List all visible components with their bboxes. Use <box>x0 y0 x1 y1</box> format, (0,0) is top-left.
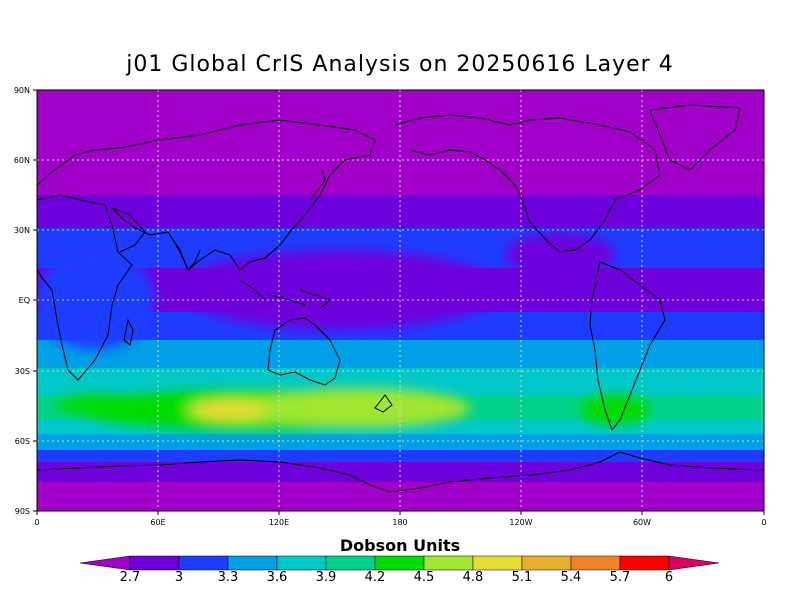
lon-label: 0 <box>34 518 39 527</box>
lat-label: 60S <box>15 437 30 446</box>
colorbar-label: 4.8 <box>462 570 484 585</box>
colorbar-max-arrow <box>668 555 720 571</box>
colorbar-label: 5.4 <box>560 570 582 585</box>
colorbar-label: 4.5 <box>413 570 435 585</box>
colorbar-min-arrow <box>79 555 131 571</box>
colorbar-swatch <box>129 555 180 571</box>
colorbar-label: 5.1 <box>511 570 533 585</box>
colorbar-label: 4.2 <box>364 570 386 585</box>
map-title: j01 Global CrIS Analysis on 20250616 Lay… <box>126 52 674 77</box>
lon-label: 0 <box>761 518 766 527</box>
colorbar-swatch <box>374 555 425 571</box>
colorbar-label: 3.3 <box>217 570 239 585</box>
colorbar-label: 3 <box>174 570 184 585</box>
lon-label: 180 <box>392 518 407 527</box>
colorbar-swatch <box>521 555 572 571</box>
colorbar-swatch <box>570 555 621 571</box>
colorbar-label: 3.6 <box>266 570 288 585</box>
lon-label: 60W <box>633 518 651 527</box>
colorbar-swatch <box>276 555 327 571</box>
colorbar-swatch <box>325 555 376 571</box>
lat-label: 90N <box>14 86 30 95</box>
colorbar-title: Dobson Units <box>339 536 461 555</box>
lon-label: 120W <box>509 518 532 527</box>
lat-label: 30S <box>15 367 30 376</box>
coastlines <box>37 104 764 493</box>
ozone-field <box>37 90 764 511</box>
lon-label: 120E <box>269 518 289 527</box>
graticule <box>37 90 764 511</box>
lat-label: EQ <box>19 296 30 305</box>
colorbar-swatch <box>227 555 278 571</box>
colorbar-label: 6 <box>664 570 674 585</box>
colorbar-swatch <box>423 555 474 571</box>
lat-label: 60N <box>14 156 30 165</box>
colorbar-swatch <box>472 555 523 571</box>
colorbar <box>79 555 720 571</box>
lat-label: 30N <box>14 226 30 235</box>
colorbar-label: 5.7 <box>609 570 631 585</box>
colorbar-label: 2.7 <box>119 570 141 585</box>
colorbar-swatch <box>619 555 670 571</box>
lat-label: 90S <box>15 507 30 516</box>
colorbar-swatch <box>178 555 229 571</box>
colorbar-label: 3.9 <box>315 570 337 585</box>
lon-label: 60E <box>150 518 165 527</box>
